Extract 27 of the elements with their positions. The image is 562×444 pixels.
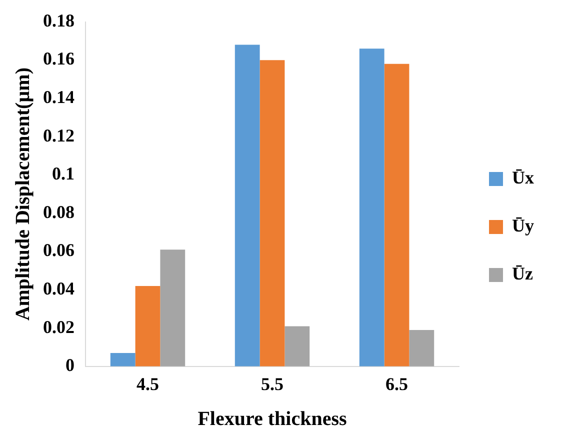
legend-label: Ūx [512, 168, 534, 188]
bar [359, 48, 384, 366]
legend-label: Ūy [512, 216, 534, 236]
y-tick-label: 0.18 [43, 10, 74, 30]
bar [409, 330, 434, 366]
y-tick-label: 0.1 [52, 164, 74, 184]
y-tick-label: 0.06 [43, 240, 74, 260]
bar [384, 64, 410, 366]
y-tick-label: 0 [66, 355, 74, 376]
y-tick-label: 0.16 [43, 48, 74, 69]
x-tick-label: 6.5 [386, 374, 408, 394]
legend-label: Ūz [512, 264, 533, 284]
x-tick-label: 5.5 [261, 374, 284, 394]
bar [284, 326, 310, 366]
x-axis-title: Flexure thickness [198, 408, 347, 430]
y-tick-label: 0.08 [43, 202, 74, 222]
bar [234, 44, 260, 366]
y-tick-label: 0.04 [43, 278, 74, 298]
bar [135, 286, 160, 366]
y-axis-title: Amplitude Displacement(µm) [12, 68, 34, 321]
y-tick-label: 0.14 [43, 87, 74, 108]
bar [260, 60, 285, 366]
bar [160, 250, 186, 366]
y-tick-label: 0.02 [43, 316, 74, 337]
y-tick-label: 0.12 [43, 125, 74, 146]
bar [110, 353, 136, 366]
x-tick-label: 4.5 [136, 374, 159, 394]
